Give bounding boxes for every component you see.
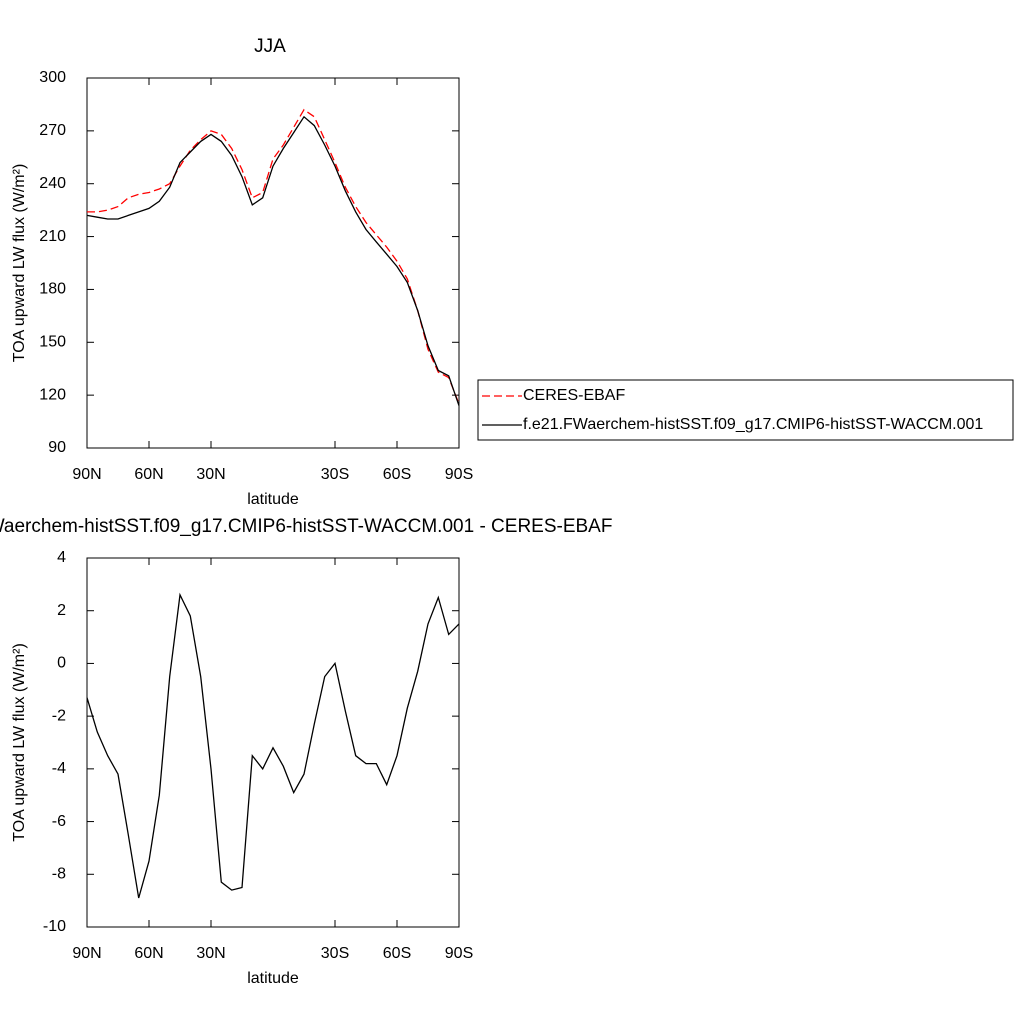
y-tick-label: 90 bbox=[48, 439, 66, 456]
chart-title: f.e21.FWaerchem-histSST.f09_g17.CMIP6-hi… bbox=[0, 516, 612, 537]
x-tick-label: 90S bbox=[445, 466, 473, 483]
legend-box bbox=[477, 379, 1014, 441]
x-tick-label: 60N bbox=[134, 466, 163, 483]
x-tick-label: 30N bbox=[196, 466, 225, 483]
x-tick-label: 30S bbox=[321, 945, 349, 962]
y-tick-label: 210 bbox=[39, 228, 66, 245]
y-tick-label: 0 bbox=[57, 655, 66, 672]
legend-label: f.e21.FWaerchem-histSST.f09_g17.CMIP6-hi… bbox=[523, 416, 983, 433]
plot-frame bbox=[86, 77, 460, 449]
y-tick-label: 240 bbox=[39, 175, 66, 192]
x-tick-label: 60S bbox=[383, 466, 411, 483]
chart-title: JJA bbox=[254, 36, 286, 57]
y-tick-label: -10 bbox=[43, 918, 66, 935]
y-tick-label: -4 bbox=[52, 760, 66, 777]
legend-label: CERES-EBAF bbox=[523, 387, 625, 404]
x-tick-label: 30N bbox=[196, 945, 225, 962]
y-tick-label: 4 bbox=[57, 549, 66, 566]
y-tick-label: 270 bbox=[39, 122, 66, 139]
plot-frame bbox=[86, 557, 460, 928]
data-line bbox=[86, 592, 460, 899]
y-tick-label: -6 bbox=[52, 813, 66, 830]
y-tick-label: 150 bbox=[39, 334, 66, 351]
x-tick-label: 90N bbox=[72, 466, 101, 483]
x-tick-label: 90N bbox=[72, 945, 101, 962]
y-tick-label: 2 bbox=[57, 602, 66, 619]
y-tick-label: 120 bbox=[39, 386, 66, 403]
data-line bbox=[87, 108, 460, 405]
y-tick-label: -8 bbox=[52, 866, 66, 883]
y-axis-label: TOA upward LW flux (W/m²) bbox=[11, 643, 28, 842]
x-tick-label: 90S bbox=[445, 945, 473, 962]
x-axis-label: latitude bbox=[247, 491, 299, 508]
x-tick-label: 60N bbox=[134, 945, 163, 962]
y-tick-label: 180 bbox=[39, 281, 66, 298]
y-tick-label: -2 bbox=[52, 707, 66, 724]
y-axis-label: TOA upward LW flux (W/m²) bbox=[11, 164, 28, 363]
x-axis-label: latitude bbox=[247, 970, 299, 987]
x-tick-label: 60S bbox=[383, 945, 411, 962]
y-tick-label: 300 bbox=[39, 69, 66, 86]
data-line bbox=[86, 115, 460, 406]
x-tick-label: 30S bbox=[321, 466, 349, 483]
